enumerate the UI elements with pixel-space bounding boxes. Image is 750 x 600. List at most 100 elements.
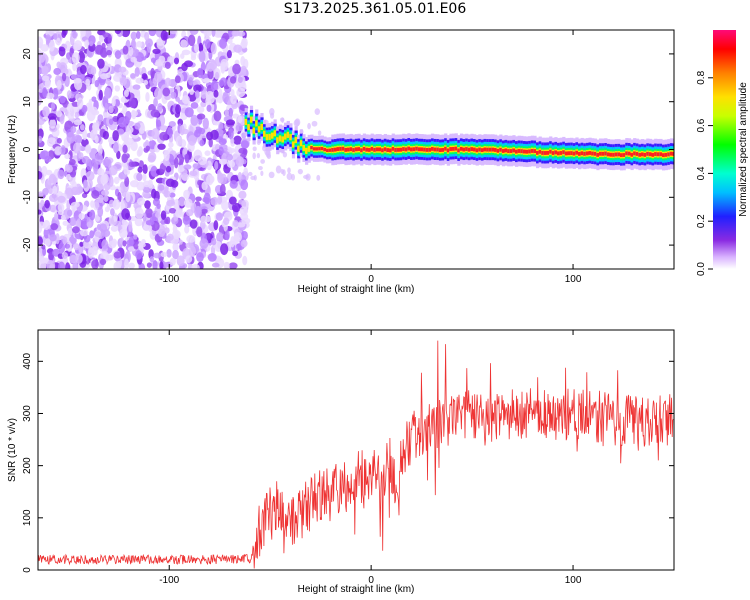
- spectrogram-signal-cell: [362, 146, 366, 151]
- spectrogram-noise-cell: [220, 61, 227, 68]
- spectrogram-noise-cell: [225, 119, 236, 126]
- spectrogram-signal-cell: [467, 147, 471, 152]
- spectrogram-signal-cell: [360, 148, 364, 153]
- spectrogram-noise-cell: [145, 219, 155, 226]
- spectrogram-noise-cell: [62, 236, 68, 245]
- spectrogram-noise-cell: [213, 220, 219, 231]
- spectrogram-signal-cell: [646, 151, 650, 156]
- spectrogram-signal-cell: [386, 148, 390, 152]
- spectrogram-noise-cell: [188, 245, 197, 257]
- spectrogram-noise-cell: [165, 165, 172, 173]
- spectrogram-signal-cell: [354, 147, 359, 152]
- spectrogram-signal-cell: [591, 151, 595, 156]
- spectrogram-noise-cell: [181, 95, 190, 105]
- spectrogram-signal-cell: [667, 152, 671, 157]
- spectrogram-noise-cell: [214, 71, 220, 80]
- spectrogram-noise-cell: [145, 91, 150, 103]
- spectrogram-noise-cell: [238, 147, 248, 154]
- spectrogram-noise-cell: [182, 215, 191, 225]
- snr-frame: [37, 329, 675, 571]
- spectrogram-noise-cell: [136, 181, 145, 191]
- spectrogram-noise-cell: [122, 144, 128, 154]
- colorbar-tick-label: 0.8: [696, 70, 707, 84]
- spectrogram-noise-cell: [91, 259, 99, 269]
- spectrogram-noise-cell: [213, 110, 222, 122]
- spectrogram-noise-cell: [211, 262, 220, 268]
- spectrogram-noise-cell: [230, 94, 237, 105]
- spectrogram-noise-cell: [83, 234, 91, 243]
- spectrogram-noise-cell: [64, 243, 71, 249]
- spectrogram-noise-cell: [218, 146, 224, 156]
- spectrogram-noise-cell: [168, 141, 174, 148]
- spectrogram-noise-cell: [252, 152, 256, 160]
- spectrogram-noise-cell: [240, 212, 249, 221]
- colorbar: 0.0 0.2 0.4 0.6 0.8 Normalized spectral ampl…: [696, 30, 749, 276]
- spectrogram-signal-cell: [633, 151, 637, 156]
- snr-ytick-label: 0: [22, 567, 33, 573]
- spectrogram-noise-cell: [134, 218, 143, 227]
- spectrogram-signal-cell: [606, 152, 611, 157]
- spectrogram-noise-cell: [184, 153, 190, 164]
- spectrogram-noise-cell: [69, 158, 76, 166]
- spectrogram-noise-cell: [48, 254, 54, 260]
- spectrogram-noise-cell: [42, 220, 51, 231]
- spectrogram-noise-cell: [72, 31, 77, 39]
- spectrogram-noise-cell: [148, 139, 157, 150]
- spectrogram-noise-cell: [227, 38, 233, 44]
- spectrogram-noise-cell: [286, 172, 293, 181]
- spectrogram-noise-cell: [58, 261, 66, 269]
- spectrogram-noise-cell: [145, 208, 154, 219]
- spectrogram-signal-cell: [486, 147, 490, 152]
- spectrogram-noise-cell: [41, 65, 49, 76]
- spectrogram-noise-cell: [150, 67, 155, 79]
- spectrogram-signal-cell: [299, 140, 303, 147]
- spectrogram-noise-cell: [57, 203, 65, 212]
- spectrogram-noise-cell: [176, 255, 185, 267]
- spectrogram-noise-cell: [99, 223, 108, 233]
- spectrogram-signal-cell: [627, 151, 632, 156]
- spectrogram-noise-cell: [143, 224, 153, 231]
- spectrogram-noise-cell: [61, 72, 67, 82]
- spectrogram-noise-cell: [69, 217, 77, 227]
- spectrogram-noise-cell: [147, 155, 156, 163]
- spectrogram-signal-cell: [307, 145, 311, 152]
- colorbar-label: Normalized spectral amplitude: [738, 82, 749, 217]
- spectrogram-signal-cell: [302, 145, 306, 152]
- spectrogram-signal-cell: [612, 152, 616, 157]
- spectrogram-noise-cell: [97, 58, 105, 69]
- spectrogram-noise-cell: [125, 191, 131, 203]
- spectrogram-noise-cell: [95, 44, 104, 55]
- spectrogram-noise-cell: [59, 95, 66, 104]
- spectrogram-noise-cell: [226, 153, 233, 161]
- spectrogram-noise-cell: [260, 159, 266, 164]
- spectrogram-noise-cell: [38, 209, 42, 215]
- spectrogram-noise-cell: [199, 139, 205, 147]
- spectrogram-signal-cell: [494, 148, 498, 152]
- spectrogram-noise-cell: [201, 181, 208, 191]
- spectrogram-noise-cell: [114, 30, 122, 35]
- spectrogram-noise-cell: [178, 196, 186, 207]
- spectrogram-noise-cell: [228, 107, 234, 118]
- spectrogram-signal-cell: [373, 147, 377, 152]
- spectrogram-noise-cell: [227, 147, 236, 154]
- spectrogram-noise-cell: [181, 128, 189, 135]
- spectrogram-noise-cell: [317, 130, 322, 136]
- spectrogram-signal-cell: [255, 120, 259, 127]
- spectrogram-noise-cell: [148, 30, 157, 37]
- spectrogram-noise-cell: [187, 134, 197, 146]
- spectrogram-signal-cell: [339, 146, 343, 151]
- spectrogram-noise-cell: [168, 121, 176, 128]
- spectrogram-noise-cell: [214, 160, 219, 171]
- spectrogram-signal-cell: [289, 134, 293, 141]
- spectrogram-noise-cell: [316, 174, 321, 181]
- spectrogram-noise-cell: [205, 97, 211, 106]
- spectrogram-signal-cell: [297, 145, 301, 152]
- spectrogram-noise-cell: [38, 222, 43, 234]
- spectrogram-signal-cell: [483, 147, 487, 152]
- spectrogram-signal-cell: [559, 151, 563, 155]
- spectrogram-noise-cell: [136, 41, 143, 48]
- spectrogram-noise-cell: [146, 262, 152, 268]
- spectrogram-noise-cell: [108, 118, 114, 125]
- spectrogram-signal-cell: [326, 148, 330, 153]
- spectrogram-noise-cell: [248, 171, 253, 176]
